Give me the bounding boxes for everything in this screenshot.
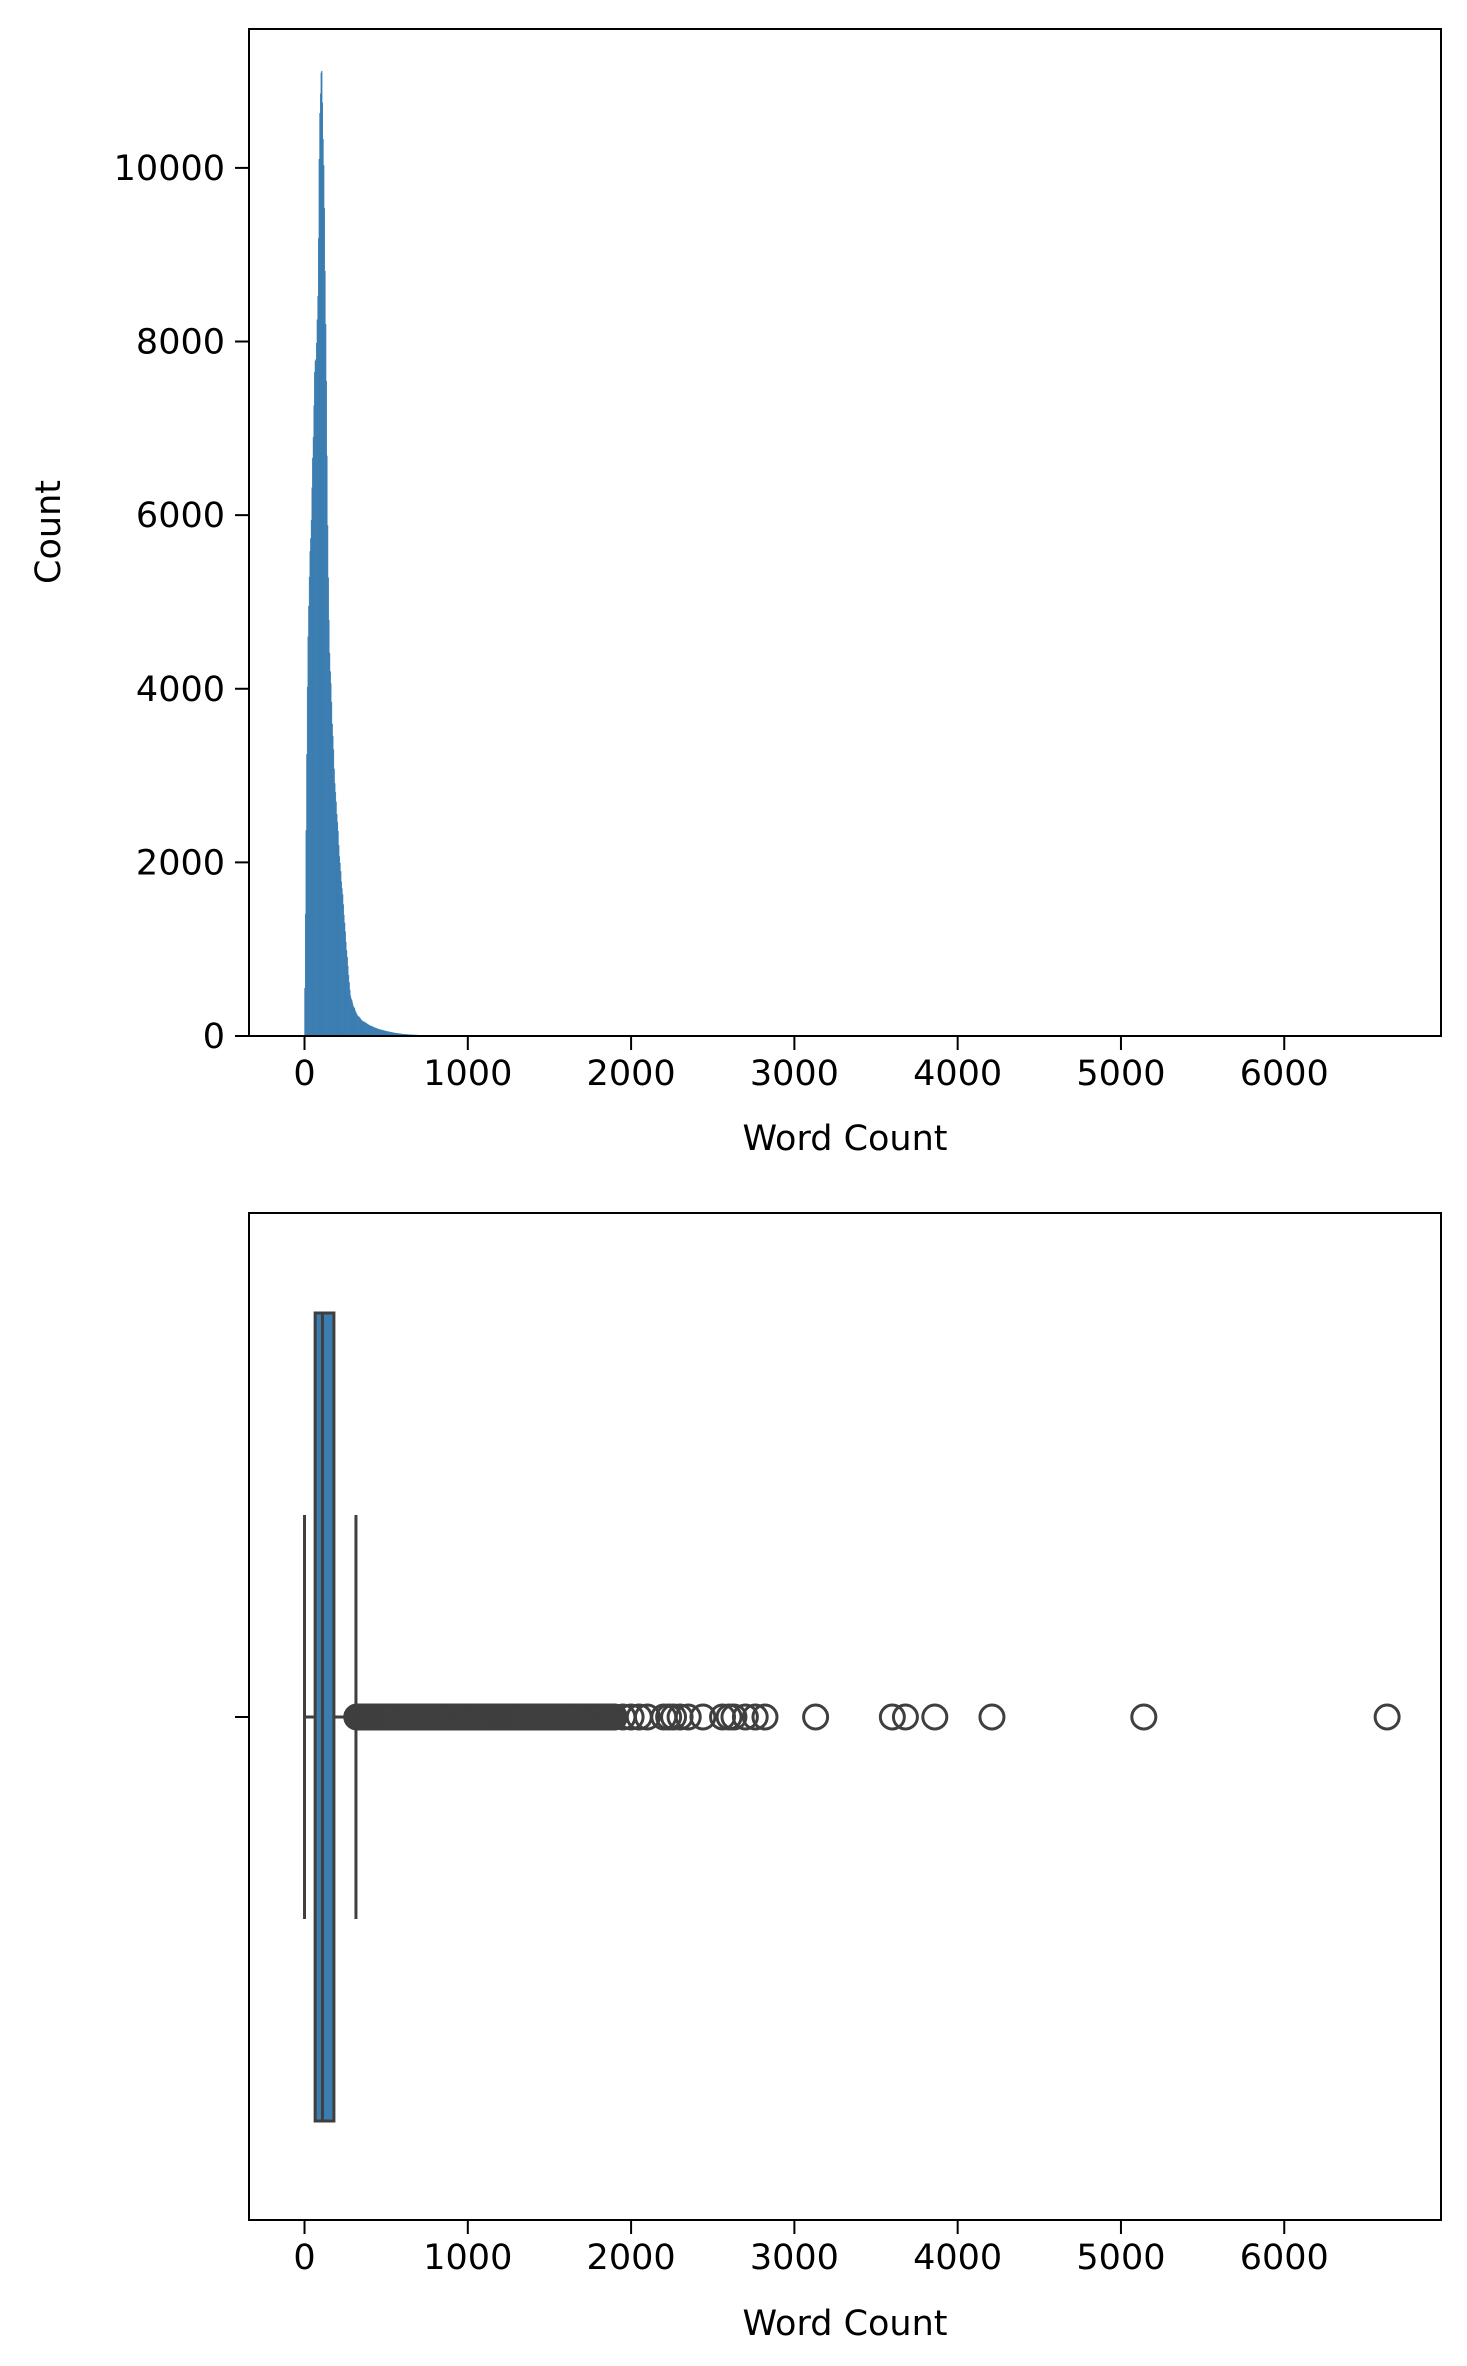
histogram-y-tick-label: 8000 <box>136 323 225 363</box>
boxplot-outlier <box>674 1703 702 1731</box>
boxplot-x-tick-label: 3000 <box>750 2238 839 2278</box>
boxplot-outlier <box>751 1703 779 1731</box>
histogram-x-tick-label: 1000 <box>423 1054 512 1094</box>
boxplot-x-tick-label: 0 <box>293 2238 315 2278</box>
boxplot-outlier <box>731 1703 759 1731</box>
boxplot-x-tick-label: 1000 <box>423 2238 512 2278</box>
boxplot-outlier <box>1373 1703 1401 1731</box>
boxplot-outlier <box>921 1703 949 1731</box>
histogram-y-tick-label: 0 <box>203 1017 225 1057</box>
histogram-y-axis-title: Count <box>29 480 69 584</box>
boxplot-x-ticks: 0 1000 2000 3000 4000 5000 6000 <box>293 2220 1329 2278</box>
boxplot-outliers <box>343 1703 1401 1731</box>
histogram-x-tick-label: 4000 <box>913 1054 1002 1094</box>
histogram-x-tick-label: 3000 <box>750 1054 839 1094</box>
histogram-panel: 0 1000 2000 3000 4000 5000 6000 0 2000 4000 6000 8… <box>29 28 1442 1159</box>
histogram-y-tick-label: 2000 <box>136 843 225 883</box>
boxplot-x-axis-title: Word Count <box>742 2304 947 2344</box>
histogram-y-tick-label: 4000 <box>136 670 225 710</box>
boxplot-panel: 0 1000 2000 3000 4000 5000 6000 Word Count <box>235 1212 1442 2344</box>
histogram-y-ticks: 0 2000 4000 6000 8000 10000 <box>114 149 249 1057</box>
boxplot-outlier <box>689 1703 717 1731</box>
boxplot-outlier <box>633 1703 661 1731</box>
boxplot-x-tick-label: 6000 <box>1240 2238 1329 2278</box>
histogram-x-tick-label: 6000 <box>1240 1054 1329 1094</box>
histogram-x-ticks: 0 1000 2000 3000 4000 5000 6000 <box>293 1036 1329 1094</box>
boxplot-x-tick-label: 2000 <box>587 2238 676 2278</box>
boxplot-outlier <box>878 1703 906 1731</box>
histogram-y-tick-label: 6000 <box>136 496 225 536</box>
histogram-y-tick-label: 10000 <box>114 149 225 189</box>
boxplot-box <box>313 1311 336 2123</box>
boxplot-outlier <box>891 1703 919 1731</box>
histogram-bars <box>304 70 613 1037</box>
boxplot-outlier <box>660 1703 688 1731</box>
boxplot-outlier <box>741 1703 769 1731</box>
histogram-x-tick-label: 0 <box>293 1054 315 1094</box>
boxplot-outlier <box>1130 1703 1158 1731</box>
boxplot-outlier <box>617 1703 645 1731</box>
boxplot-x-tick-label: 5000 <box>1076 2238 1165 2278</box>
histogram-x-axis-title: Word Count <box>742 1119 947 1159</box>
histogram-frame <box>248 28 1442 1037</box>
boxplot-outlier <box>720 1703 748 1731</box>
boxplot-frame <box>248 1212 1442 2221</box>
boxplot-outlier <box>802 1703 830 1731</box>
boxplot-x-tick-label: 4000 <box>913 2238 1002 2278</box>
histogram-x-tick-label: 2000 <box>587 1054 676 1094</box>
histogram-x-tick-label: 5000 <box>1076 1054 1165 1094</box>
boxplot-outlier <box>978 1703 1006 1731</box>
histogram-plot-area <box>249 29 1441 1036</box>
